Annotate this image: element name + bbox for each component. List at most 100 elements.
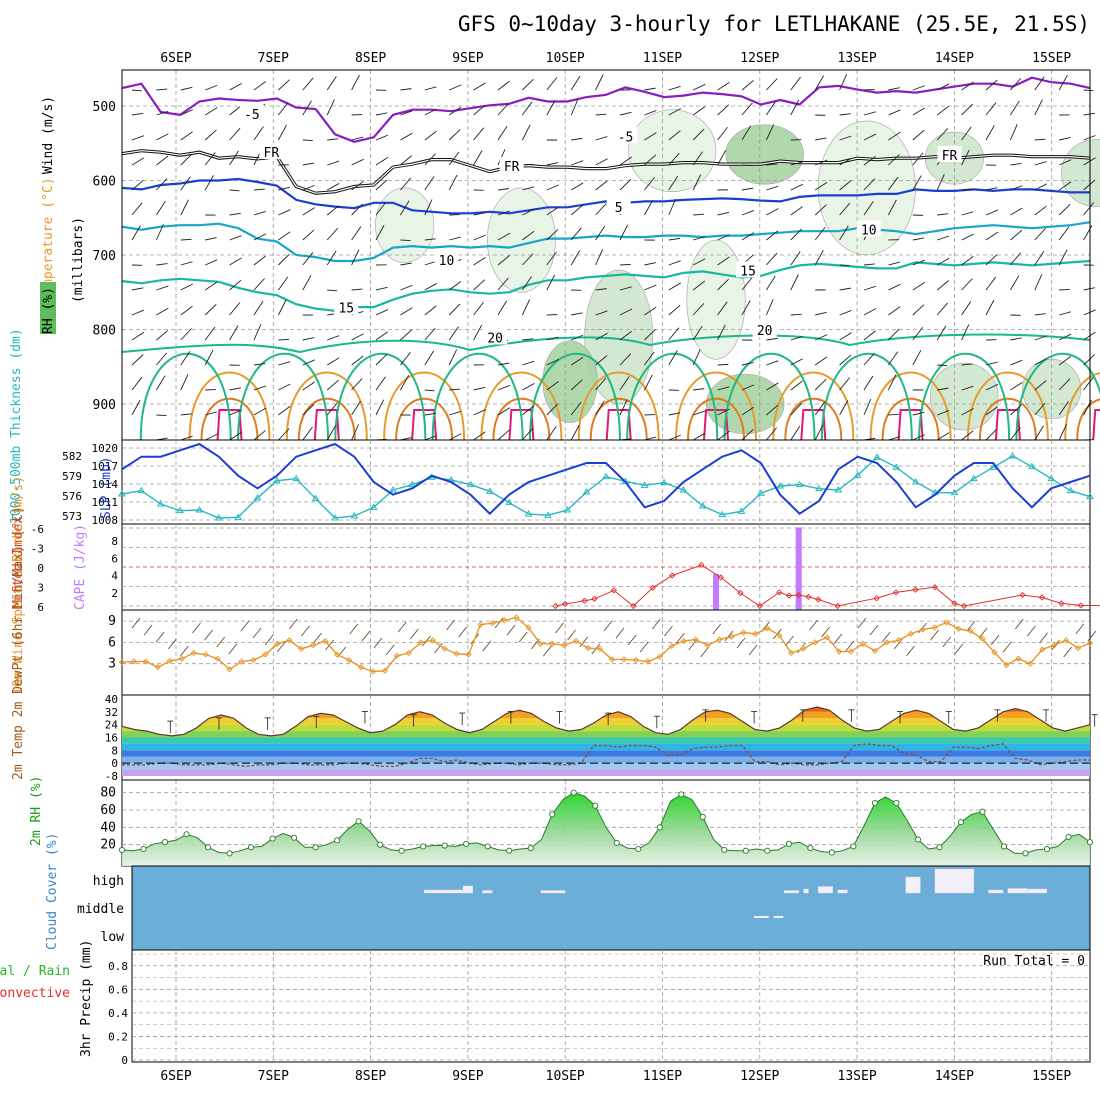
wind-barb xyxy=(1014,618,1024,630)
temp-tick-label: 32 xyxy=(105,706,118,719)
wind-barb xyxy=(888,328,900,341)
wind-barb xyxy=(375,224,385,241)
wind-barb xyxy=(278,101,289,116)
wind-barb xyxy=(424,327,436,341)
cape-axis-label: CAPE (J/kg) xyxy=(73,524,88,610)
wind-barb xyxy=(409,628,419,640)
wind-marker xyxy=(226,666,233,673)
wind-barb xyxy=(375,201,387,216)
wind-barb xyxy=(766,382,779,391)
isotherm-30-loop xyxy=(978,397,1037,441)
wind-barb xyxy=(717,211,730,216)
wind-barb xyxy=(912,259,925,266)
wind-barb xyxy=(1034,335,1047,341)
run-total-label: Run Total = 0 xyxy=(983,954,1085,969)
li-tick-label: 6 xyxy=(37,601,44,614)
wind-marker xyxy=(776,632,783,639)
wind-barb xyxy=(1034,183,1048,191)
wind-barb xyxy=(473,104,486,116)
wind-barb xyxy=(839,135,852,141)
wind-barb xyxy=(668,85,681,91)
wind-marker xyxy=(118,659,126,666)
thickness-marker xyxy=(737,507,746,514)
wind-barb xyxy=(595,225,606,241)
wind-barb xyxy=(985,276,997,291)
wind-barb xyxy=(595,180,608,191)
wind-barb xyxy=(863,398,872,416)
wind-marker xyxy=(178,655,185,662)
cloud-level-label: high xyxy=(93,874,124,889)
wind-barb xyxy=(302,275,312,291)
contour-label: FR xyxy=(264,146,280,161)
rh-y-label: RH (%) xyxy=(41,287,56,334)
rh-marker xyxy=(355,818,362,825)
wind-barb xyxy=(839,202,851,216)
temp-band xyxy=(122,769,1090,776)
wind-barb xyxy=(766,404,779,416)
wind-barb xyxy=(839,180,852,191)
contour-label-bg xyxy=(259,142,284,159)
wind-barb xyxy=(937,364,948,367)
wind-barb xyxy=(448,433,462,441)
top-day-label: 13SEP xyxy=(838,51,877,66)
wind-barb xyxy=(766,275,776,291)
thickness-marker xyxy=(195,506,204,513)
rh-marker xyxy=(1043,845,1051,853)
wind-barb xyxy=(912,85,925,91)
wind-barb xyxy=(522,276,533,291)
wind-barb xyxy=(644,177,655,191)
wind-marker xyxy=(644,658,651,665)
wind-barb xyxy=(863,352,875,366)
wind-marker xyxy=(154,664,161,671)
rh-marker xyxy=(334,837,341,844)
wind-marker xyxy=(764,625,771,632)
wind-marker xyxy=(310,642,317,649)
wind-barb xyxy=(473,301,484,316)
wind-barb xyxy=(1010,426,1021,441)
wind-barb xyxy=(546,274,556,291)
wind-barb xyxy=(839,377,851,391)
wind-barb xyxy=(349,623,359,635)
wind-barb xyxy=(1083,376,1094,391)
rh-marker xyxy=(979,808,986,815)
wind-barb xyxy=(449,84,462,91)
wind-barb xyxy=(473,234,486,241)
wind-marker xyxy=(333,651,341,658)
li-marker xyxy=(892,589,900,596)
wind-barb xyxy=(1083,354,1096,366)
thickness-marker xyxy=(1028,462,1036,470)
wind-barb xyxy=(546,381,559,391)
wind-barb xyxy=(966,620,976,632)
wind-barb xyxy=(766,337,778,341)
wind-barb xyxy=(1058,355,1072,366)
wind-barb xyxy=(571,312,583,316)
wind-barb xyxy=(546,336,559,341)
rh-marker xyxy=(204,844,212,851)
wind-barb xyxy=(131,617,141,629)
wind-barb xyxy=(400,177,412,191)
wind-barb xyxy=(668,152,680,166)
wind-barb xyxy=(814,401,826,416)
wind-barb xyxy=(180,199,189,216)
wind-barb xyxy=(327,138,339,141)
wind-marker xyxy=(501,617,508,624)
temp-band xyxy=(122,763,1090,770)
wind-barb xyxy=(375,156,389,166)
wind-barb xyxy=(766,163,778,166)
isotherm-25-loop xyxy=(285,371,368,441)
cape-tick-label: 6 xyxy=(111,552,118,565)
wind-barb xyxy=(1034,161,1047,166)
wind-barb xyxy=(131,157,145,166)
wind-barb xyxy=(424,283,438,291)
wind-marker xyxy=(286,637,293,644)
li-marker xyxy=(1077,602,1085,609)
wind-barb xyxy=(570,182,584,191)
bottom-day-label: 12SEP xyxy=(740,1069,779,1084)
temp-band xyxy=(122,756,1090,764)
wind-barb xyxy=(1075,623,1085,635)
wind-barb xyxy=(156,88,168,91)
wind-barb xyxy=(229,150,239,166)
wind-barb xyxy=(361,630,371,642)
thickness-marker xyxy=(660,478,668,486)
